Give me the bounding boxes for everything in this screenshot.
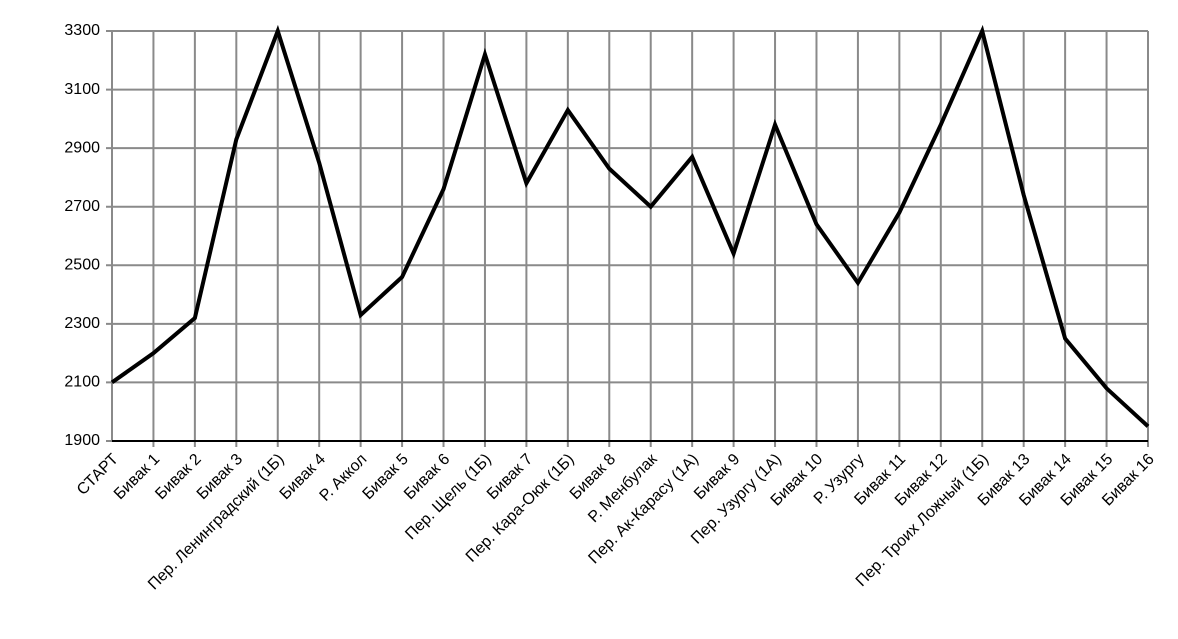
y-tick-label: 2100 (64, 374, 100, 391)
y-tick-label: 1900 (64, 432, 100, 449)
y-tick-label: 2700 (64, 198, 100, 215)
y-tick-label: 3100 (64, 81, 100, 98)
y-tick-label: 2900 (64, 139, 100, 156)
y-tick-label: 2500 (64, 257, 100, 274)
y-tick-label: 3300 (64, 22, 100, 39)
line (110, 24, 1150, 428)
y-tick-label: 2300 (64, 315, 100, 332)
